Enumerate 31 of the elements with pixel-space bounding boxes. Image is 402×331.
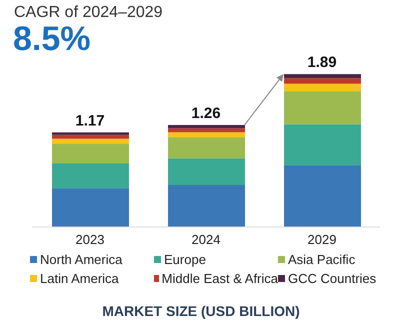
bar [168,158,245,185]
chart-title: CAGR of 2024–2029 [14,4,163,22]
bar [168,128,245,132]
bar [284,84,361,92]
bar [284,166,361,227]
legend-label: Asia Pacific [287,252,356,267]
chart-subtitle: 8.5% [13,20,90,59]
legend-label: North America [39,252,124,267]
bar [52,138,129,144]
bar [168,125,245,128]
annotation: 1.17 [75,112,105,130]
legend-label: Middle East & Africa [160,271,278,286]
bar [168,137,245,158]
bar [284,124,361,166]
x-axis-title: MARKET SIZE (USD BILLION) [101,303,301,319]
legend-label: Latin America [39,271,120,286]
bar [52,134,129,139]
bar [52,144,129,164]
bar [284,91,361,124]
legend-label: Europe [163,252,207,267]
annotation: 1.89 [307,54,337,72]
legend-label: GCC Countries [287,271,378,286]
bar [52,132,129,135]
bar [52,188,129,227]
bar [168,184,245,227]
x-tick-label: 2024 [192,232,220,248]
x-tick-label: 2023 [76,232,104,248]
bar [168,132,245,138]
annotation: 1.26 [191,105,221,122]
x-tick-label: 2029 [308,232,336,248]
bar [52,163,129,188]
